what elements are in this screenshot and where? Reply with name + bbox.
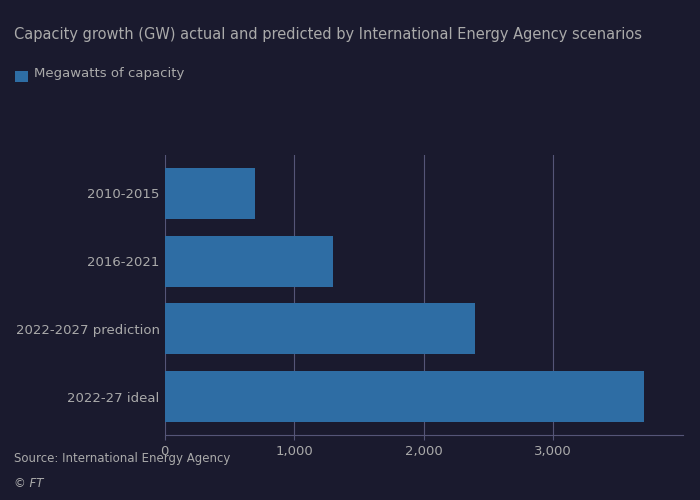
Text: © FT: © FT <box>14 477 43 490</box>
Text: Capacity growth (GW) actual and predicted by International Energy Agency scenari: Capacity growth (GW) actual and predicte… <box>14 28 642 42</box>
Text: Source: International Energy Agency: Source: International Energy Agency <box>14 452 230 465</box>
Text: Megawatts of capacity: Megawatts of capacity <box>34 68 184 80</box>
Bar <box>164 304 475 354</box>
Bar <box>164 372 644 422</box>
Bar <box>164 168 255 218</box>
Bar <box>164 236 333 286</box>
